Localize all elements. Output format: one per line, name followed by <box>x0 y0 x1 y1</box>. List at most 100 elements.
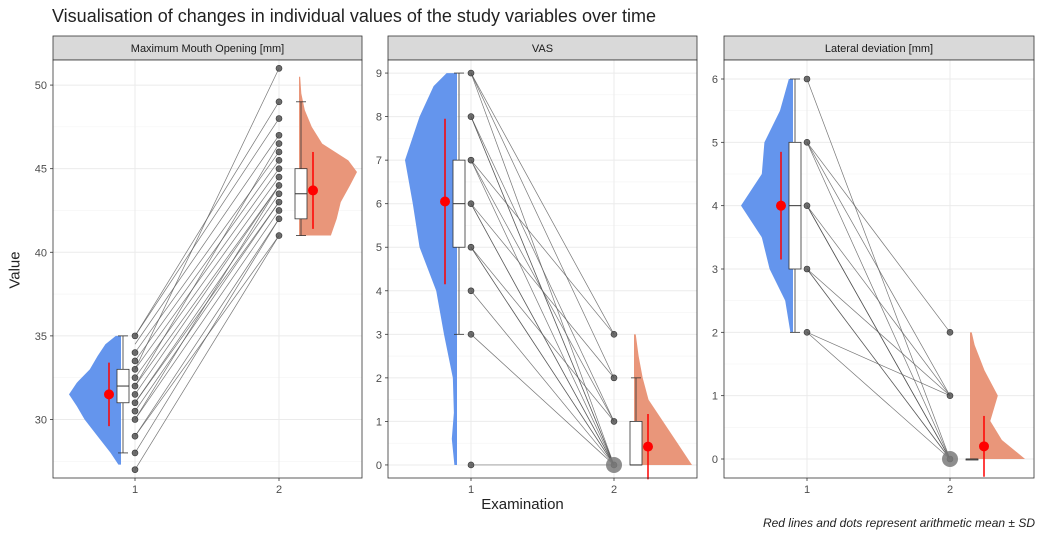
x-tick-label: 1 <box>468 484 474 496</box>
data-point-exam1 <box>131 374 139 381</box>
y-tick-label: 1 <box>712 391 718 403</box>
exam2-mean-dot <box>643 441 653 452</box>
data-point-exam1 <box>467 331 475 338</box>
data-point-exam2 <box>275 215 283 223</box>
y-tick-label: 4 <box>712 201 718 213</box>
exam1-mean-dot <box>440 196 450 207</box>
paired-line <box>134 68 280 370</box>
paired-line <box>470 72 615 379</box>
paired-line <box>134 185 280 395</box>
paired-line <box>134 235 280 470</box>
data-point-exam2 <box>275 140 283 147</box>
data-point-exam1 <box>131 332 139 340</box>
data-point-exam1 <box>131 391 139 398</box>
y-tick-label: 8 <box>376 112 382 124</box>
panel-strip-label: VAS <box>532 43 553 55</box>
paired-line <box>134 210 280 420</box>
data-point-exam2 <box>275 190 283 198</box>
data-point-exam2 <box>275 165 283 172</box>
paired-line <box>806 142 951 460</box>
paired-line <box>470 247 615 466</box>
x-tick-label: 2 <box>947 484 953 496</box>
data-point-exam1 <box>131 416 139 423</box>
panel-border <box>723 59 1035 479</box>
data-point-exam2 <box>275 182 283 189</box>
data-point-exam1 <box>131 349 139 356</box>
y-tick-label: 35 <box>35 331 47 343</box>
paired-line <box>806 332 951 460</box>
paired-line <box>806 78 951 460</box>
paired-line <box>134 185 280 387</box>
panel-2: VAS 0 1 2 3 4 5 6 7 8 9 1 2 <box>376 35 698 496</box>
data-point-exam2 <box>275 207 283 214</box>
data-point-exam1 <box>467 461 475 469</box>
y-tick-label: 5 <box>376 242 382 254</box>
panel-border <box>387 59 698 479</box>
density-exam1 <box>69 335 121 465</box>
chart-title: Visualisation of changes in individual v… <box>52 6 657 26</box>
exam1-mean-dot <box>776 200 786 211</box>
paired-line <box>134 201 280 412</box>
data-point-exam1 <box>131 399 139 407</box>
y-tick-label: 6 <box>376 199 382 211</box>
data-point-exam2 <box>610 418 618 425</box>
data-point-overlap <box>606 456 622 473</box>
paired-line <box>134 168 280 370</box>
paired-line <box>134 193 280 403</box>
data-point-exam1 <box>131 407 139 415</box>
data-point-overlap <box>942 451 958 467</box>
paired-line <box>470 72 615 466</box>
panel-strip <box>723 35 1035 61</box>
paired-line <box>134 160 280 362</box>
data-point-exam2 <box>946 329 954 336</box>
y-tick-label: 50 <box>35 80 47 92</box>
panel-border <box>52 59 363 479</box>
paired-line <box>806 205 951 460</box>
data-point-exam2 <box>275 173 283 181</box>
y-tick-label: 9 <box>376 68 382 80</box>
data-point-exam1 <box>467 243 475 251</box>
data-point-exam1 <box>467 200 475 207</box>
y-tick-label: 3 <box>376 329 382 341</box>
data-point-exam2 <box>275 65 283 72</box>
data-point-exam2 <box>610 374 618 382</box>
paired-line <box>470 159 615 335</box>
panel-strip <box>52 35 363 61</box>
paired-line <box>134 218 280 437</box>
y-tick-label: 7 <box>376 155 382 167</box>
y-tick-label: 1 <box>376 416 382 428</box>
paired-line <box>134 176 280 378</box>
paired-line <box>470 116 615 466</box>
paired-line <box>470 159 615 466</box>
x-tick-label: 1 <box>132 484 138 496</box>
data-point-exam1 <box>467 113 475 120</box>
data-point-exam1 <box>131 382 139 390</box>
y-tick-label: 3 <box>712 264 718 276</box>
data-point-exam1 <box>803 202 811 209</box>
data-point-exam1 <box>131 432 139 440</box>
paired-line <box>470 203 615 466</box>
exam2-mean-dot <box>308 185 318 196</box>
y-tick-label: 2 <box>712 327 718 339</box>
y-tick-label: 40 <box>35 247 47 259</box>
x-axis-label: Examination <box>481 496 564 513</box>
x-tick-label: 2 <box>276 484 282 496</box>
data-point-exam2 <box>610 331 618 338</box>
data-point-exam1 <box>131 466 139 473</box>
data-point-exam1 <box>131 449 139 457</box>
data-point-exam1 <box>803 139 811 146</box>
paired-line <box>470 334 615 466</box>
y-tick-label: 5 <box>712 137 718 149</box>
paired-line <box>134 185 280 420</box>
paired-line <box>134 235 280 437</box>
panel-1: Maximum Mouth Opening [mm] 30 35 40 45 50 1 2 <box>35 35 363 496</box>
paired-line <box>134 143 280 387</box>
paired-line <box>806 332 951 396</box>
density-exam1 <box>741 79 793 333</box>
exam1-mean-dot <box>104 389 114 400</box>
exam2-mean-dot <box>979 441 989 452</box>
data-point-exam1 <box>131 366 139 373</box>
paired-line <box>134 118 280 337</box>
data-point-exam2 <box>275 98 283 106</box>
